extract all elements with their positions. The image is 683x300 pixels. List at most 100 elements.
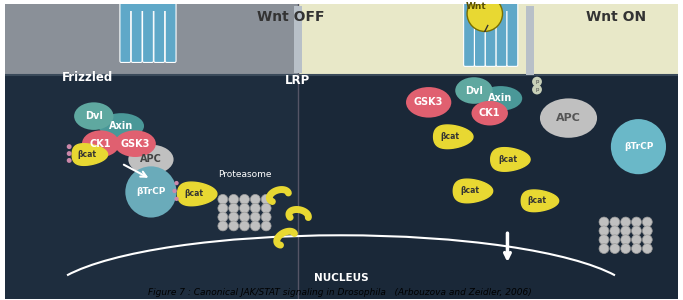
Text: p: p xyxy=(535,87,539,92)
Polygon shape xyxy=(434,125,473,148)
Circle shape xyxy=(643,235,652,244)
FancyBboxPatch shape xyxy=(131,2,142,62)
Circle shape xyxy=(218,194,227,204)
Text: Axin: Axin xyxy=(488,93,513,103)
Circle shape xyxy=(251,203,260,213)
Circle shape xyxy=(532,85,542,94)
Ellipse shape xyxy=(74,102,113,130)
Circle shape xyxy=(240,194,249,204)
FancyBboxPatch shape xyxy=(475,2,486,66)
Text: Frizzled: Frizzled xyxy=(62,71,113,84)
Circle shape xyxy=(261,194,271,204)
Text: GSK3: GSK3 xyxy=(414,97,443,107)
FancyBboxPatch shape xyxy=(154,2,165,62)
FancyBboxPatch shape xyxy=(464,2,475,66)
Circle shape xyxy=(125,166,176,218)
Circle shape xyxy=(621,244,630,254)
Circle shape xyxy=(218,221,227,231)
Text: Dvl: Dvl xyxy=(465,85,483,95)
Circle shape xyxy=(467,0,503,32)
Circle shape xyxy=(174,197,179,201)
FancyBboxPatch shape xyxy=(120,2,130,62)
Text: Proteasome: Proteasome xyxy=(218,170,271,179)
Bar xyxy=(5,4,298,75)
Bar xyxy=(122,4,175,11)
Circle shape xyxy=(599,217,609,227)
Circle shape xyxy=(610,217,619,227)
Text: CK1: CK1 xyxy=(479,108,501,118)
Circle shape xyxy=(67,158,72,163)
Ellipse shape xyxy=(99,113,144,139)
Circle shape xyxy=(611,119,666,174)
FancyBboxPatch shape xyxy=(496,2,507,66)
Polygon shape xyxy=(178,182,217,206)
Polygon shape xyxy=(454,179,492,203)
Circle shape xyxy=(174,181,179,185)
Circle shape xyxy=(610,235,619,244)
Circle shape xyxy=(621,217,630,227)
Ellipse shape xyxy=(115,130,156,157)
Circle shape xyxy=(599,226,609,236)
Circle shape xyxy=(632,217,641,227)
Polygon shape xyxy=(521,190,559,212)
Polygon shape xyxy=(490,148,530,171)
Text: p: p xyxy=(535,79,539,84)
FancyBboxPatch shape xyxy=(507,2,518,66)
Text: Wnt ON: Wnt ON xyxy=(586,10,646,24)
Text: Figure 7 : Canonical JAK/STAT signaling in Drosophila   (Arbouzova and Zeidler, : Figure 7 : Canonical JAK/STAT signaling … xyxy=(148,288,535,297)
Text: APC: APC xyxy=(140,154,162,164)
Circle shape xyxy=(621,226,630,236)
Text: βTrCP: βTrCP xyxy=(136,188,165,196)
Circle shape xyxy=(218,212,227,222)
Circle shape xyxy=(599,235,609,244)
Circle shape xyxy=(229,221,238,231)
Circle shape xyxy=(632,235,641,244)
Circle shape xyxy=(261,221,271,231)
Circle shape xyxy=(240,203,249,213)
FancyBboxPatch shape xyxy=(143,2,154,62)
Text: LRP: LRP xyxy=(285,74,310,87)
Text: APC: APC xyxy=(556,113,581,123)
Bar xyxy=(465,4,516,11)
FancyBboxPatch shape xyxy=(486,2,496,66)
Circle shape xyxy=(610,244,619,254)
Circle shape xyxy=(240,221,249,231)
Text: βTrCP: βTrCP xyxy=(624,142,653,151)
Circle shape xyxy=(240,212,249,222)
Circle shape xyxy=(251,212,260,222)
Text: βcat: βcat xyxy=(77,150,96,159)
Bar xyxy=(298,4,678,299)
Ellipse shape xyxy=(406,87,451,118)
Ellipse shape xyxy=(82,130,120,157)
Text: βcat: βcat xyxy=(185,189,204,198)
Circle shape xyxy=(632,226,641,236)
Circle shape xyxy=(532,77,542,87)
Circle shape xyxy=(229,212,238,222)
Circle shape xyxy=(643,226,652,236)
Circle shape xyxy=(218,203,227,213)
Bar xyxy=(5,4,298,299)
Bar xyxy=(298,4,678,75)
Circle shape xyxy=(229,203,238,213)
Text: NUCLEUS: NUCLEUS xyxy=(313,273,368,283)
Text: Wnt OFF: Wnt OFF xyxy=(257,10,324,24)
Text: βcat: βcat xyxy=(441,132,460,141)
Text: Dvl: Dvl xyxy=(85,111,102,121)
Ellipse shape xyxy=(128,145,173,174)
Circle shape xyxy=(251,221,260,231)
Circle shape xyxy=(261,203,271,213)
Text: βcat: βcat xyxy=(460,187,479,196)
Circle shape xyxy=(67,151,72,156)
Text: βcat: βcat xyxy=(527,196,546,205)
Text: GSK3: GSK3 xyxy=(120,139,150,149)
Circle shape xyxy=(172,189,177,193)
FancyBboxPatch shape xyxy=(165,2,176,62)
Circle shape xyxy=(251,194,260,204)
Circle shape xyxy=(610,226,619,236)
Bar xyxy=(294,6,302,73)
Circle shape xyxy=(632,244,641,254)
Text: CK1: CK1 xyxy=(90,139,111,149)
Polygon shape xyxy=(72,144,108,165)
Ellipse shape xyxy=(479,86,522,111)
Circle shape xyxy=(643,244,652,254)
